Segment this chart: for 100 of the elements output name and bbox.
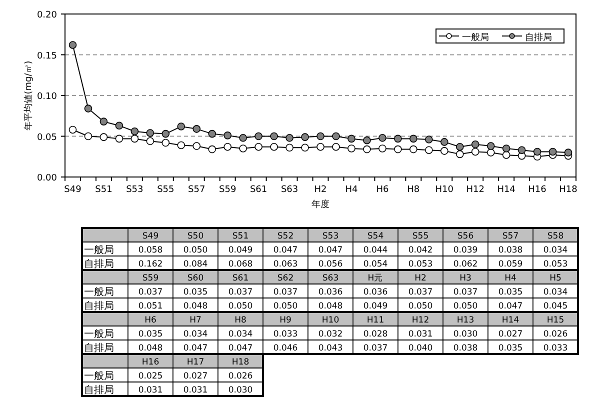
data-label: 0.027	[498, 330, 523, 340]
point	[410, 145, 418, 154]
x-tick-label: H18	[559, 185, 578, 195]
data-label: 0.045	[543, 302, 568, 312]
data-label: 0.035	[138, 330, 163, 340]
data-label: 0.042	[408, 246, 433, 256]
data-label: 0.046	[273, 344, 298, 354]
data-label: 0.039	[453, 246, 478, 256]
x-tick-label: H14	[497, 185, 516, 195]
y-tick-label: 自排局	[84, 300, 114, 312]
data-label: 0.047	[273, 246, 298, 256]
data-label: 0.044	[363, 246, 388, 256]
x-tick-label: S53	[126, 185, 144, 195]
y-tick-label: 0.15	[36, 51, 57, 62]
x-tick-label: H5	[550, 274, 562, 284]
y-tick-label: 0.20	[36, 10, 58, 20]
x-tick-label: S60	[187, 274, 204, 284]
point	[115, 122, 124, 130]
point	[177, 122, 186, 130]
point	[146, 129, 154, 137]
x-tick-label: H11	[366, 316, 384, 326]
x-tick-label: H16	[528, 185, 547, 195]
data-label: 0.059	[498, 260, 523, 270]
point	[68, 41, 77, 49]
point	[115, 134, 124, 143]
data-label: 0.058	[138, 246, 163, 256]
x-tick-label: S50	[187, 232, 204, 242]
y-tick-label: 一般局	[84, 371, 114, 382]
point	[316, 142, 324, 151]
data-label: 0.034	[543, 288, 568, 298]
point	[100, 118, 108, 126]
y-tick-label: 一般局	[84, 329, 114, 340]
point	[239, 134, 247, 142]
point	[208, 130, 216, 138]
data-label: 0.037	[228, 288, 253, 298]
x-tick-label: S57	[502, 232, 519, 242]
y-tick-label: 自排局	[84, 258, 114, 270]
x-tick-label: S52	[277, 232, 294, 242]
x-tick-label: S61	[232, 274, 249, 284]
data-label: 0.037	[138, 288, 163, 298]
point	[239, 144, 247, 152]
x-tick-label: H4	[504, 274, 516, 284]
x-tick-label: S51	[232, 232, 249, 242]
point	[471, 140, 480, 148]
x-tick-label: S57	[188, 185, 206, 195]
point	[84, 104, 92, 112]
point	[332, 142, 340, 151]
point	[270, 142, 278, 151]
data-label: 0.054	[363, 260, 388, 270]
data-label: 0.027	[183, 372, 208, 382]
point	[424, 146, 433, 154]
data-label: 0.053	[543, 260, 568, 270]
data-label: 0.047	[183, 344, 208, 354]
point	[286, 144, 294, 152]
point	[301, 144, 309, 152]
data-label: 0.048	[318, 302, 343, 312]
x-tick-label: H18	[232, 358, 250, 368]
x-tick-label: H9	[280, 316, 292, 326]
x-tick-label: S59	[142, 274, 159, 284]
data-label: 0.053	[408, 260, 433, 270]
data-label: 0.051	[138, 302, 163, 312]
x-tick-label: H13	[456, 316, 474, 326]
legend-label: 一般局	[462, 32, 489, 43]
point	[486, 142, 495, 150]
y-tick-label: 0.00	[36, 174, 58, 184]
x-tick-label: H17	[186, 358, 204, 368]
point	[424, 136, 433, 144]
data-label: 0.050	[183, 246, 208, 256]
x-tick-label: S51	[95, 185, 112, 195]
x-tick-label: H7	[190, 316, 202, 326]
point	[394, 134, 402, 143]
x-tick-label: H2	[414, 274, 426, 284]
point	[440, 138, 448, 146]
x-tick-label: H16	[142, 358, 160, 368]
data-label: 0.037	[408, 288, 433, 298]
data-label: 0.062	[453, 260, 478, 270]
data-label: 0.040	[408, 344, 433, 354]
x-tick-label: S49	[142, 232, 159, 242]
data-label: 0.035	[498, 344, 523, 354]
data-label: 0.034	[183, 330, 208, 340]
x-tick-label: S53	[322, 232, 339, 242]
data-label: 0.026	[543, 330, 568, 340]
data-label: 0.049	[363, 302, 388, 312]
x-tick-label: H2	[314, 185, 327, 195]
x-tick-label: S61	[250, 185, 268, 195]
data-label: 0.162	[138, 260, 163, 270]
point	[394, 145, 402, 154]
data-label: 0.026	[228, 372, 253, 382]
data-label: 0.038	[498, 246, 523, 256]
data-label: 0.049	[228, 246, 253, 256]
point	[564, 148, 572, 156]
x-axis-title: 年度	[312, 199, 330, 210]
point	[456, 150, 464, 158]
data-label: 0.048	[183, 302, 208, 312]
data-label: 0.050	[408, 302, 433, 312]
legend-label: 自排局	[525, 32, 552, 43]
x-tick-label: H10	[322, 316, 340, 326]
point	[363, 136, 371, 144]
x-tick-label: S58	[547, 232, 564, 242]
data-label: 0.035	[183, 288, 208, 298]
